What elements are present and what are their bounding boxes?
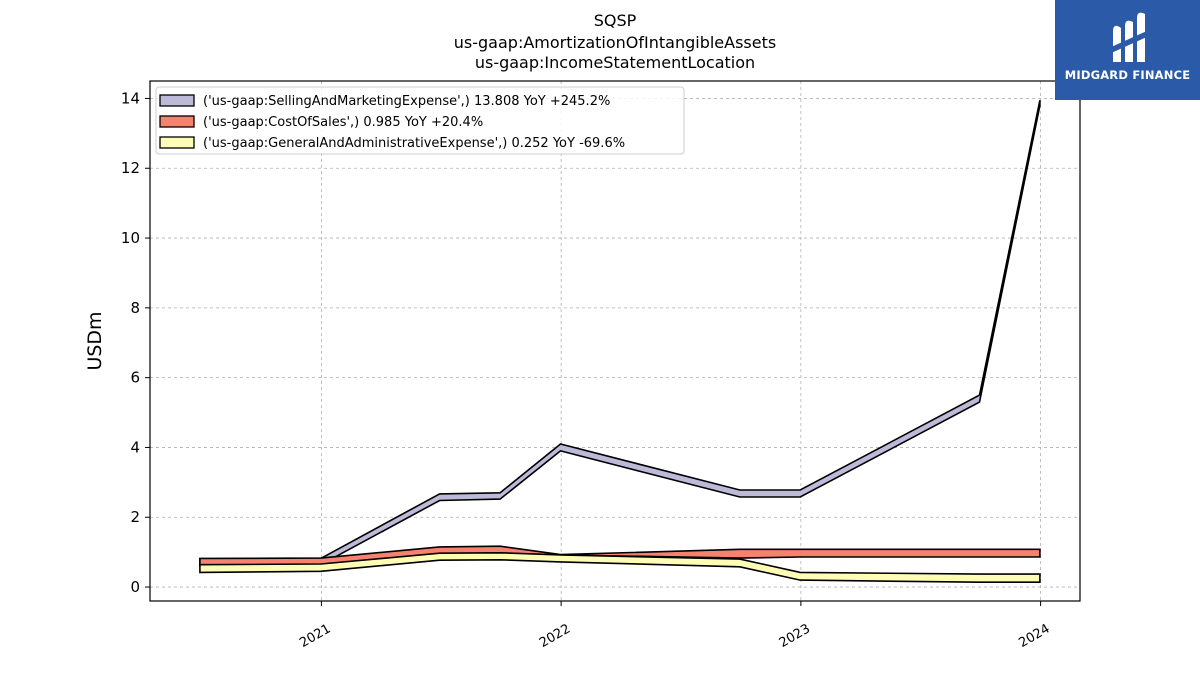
grid [150,81,1080,601]
y-tick-label: 4 [130,438,140,456]
legend-label: ('us-gaap:SellingAndMarketingExpense',) … [203,94,610,109]
series-band-0 [199,100,1041,567]
plot-frame [149,80,1081,602]
legend-swatch [159,136,195,149]
y-tick-label: 12 [121,159,140,177]
brand-mark-icon [1109,12,1149,63]
chart-title-line-2: us-gaap:AmortizationOfIntangibleAssets [454,33,776,52]
chart-title-line-1: SQSP [594,11,637,30]
x-tick-label: 2024 [1016,621,1052,651]
series-bands [199,100,1041,583]
legend-label: ('us-gaap:CostOfSales',) 0.985 YoY +20.4… [203,115,483,130]
y-tick-label: 8 [130,299,140,317]
y-tick-label: 10 [121,229,140,247]
series-band-2 [199,551,1041,583]
y-axis: 0 2 4 6 8 10 12 14 [121,89,150,596]
y-tick-label: 6 [130,369,140,387]
y-tick-label: 2 [130,508,140,526]
brand-logo: MIDGARD FINANCE [1055,0,1200,100]
x-tick-label: 2022 [537,621,573,651]
legend-swatch [159,94,195,107]
legend-box [155,86,685,155]
chart-title: SQSP us-gaap:AmortizationOfIntangibleAss… [454,11,776,72]
x-tick-label: 2021 [297,621,333,651]
x-axis: 2021 2022 2023 2024 [297,601,1053,651]
legend-label: ('us-gaap:GeneralAndAdministrativeExpens… [203,136,625,151]
legend: ('us-gaap:SellingAndMarketingExpense',) … [155,86,685,155]
brand-logo-text: MIDGARD FINANCE [1064,68,1191,82]
chart-title-line-3: us-gaap:IncomeStatementLocation [475,53,755,72]
y-axis-label: USDm [84,311,106,370]
legend-swatch [159,115,195,128]
x-tick-label: 2023 [777,621,813,651]
y-tick-label: 14 [121,89,140,107]
y-tick-label: 0 [130,578,140,596]
